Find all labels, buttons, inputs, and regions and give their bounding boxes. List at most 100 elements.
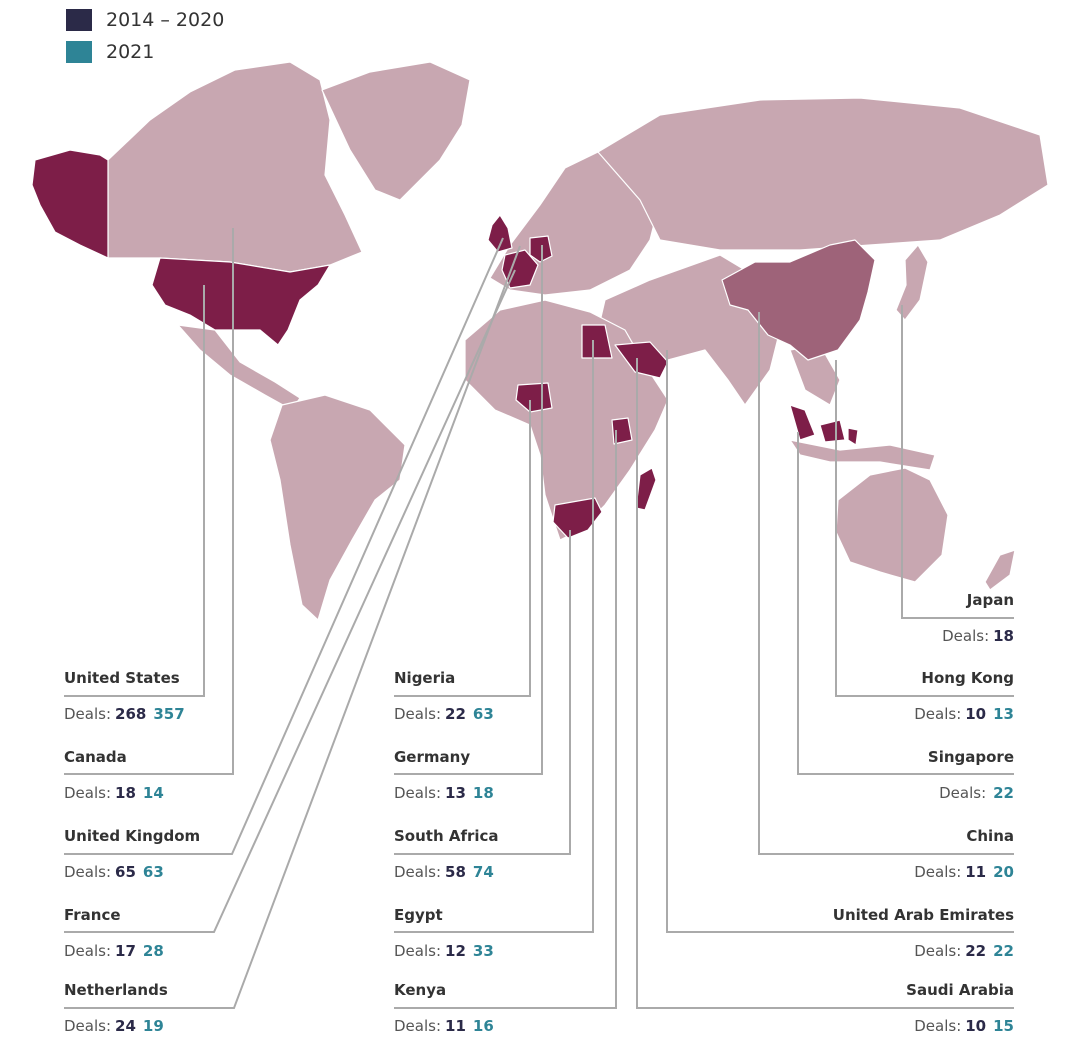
highlighted-countries <box>31 149 876 539</box>
leader-line-za <box>394 530 571 855</box>
deals-label: Deals: <box>939 784 987 802</box>
deals-label: Deals: <box>64 942 112 960</box>
country-label-united-states: United States Deals: 268 357 <box>64 668 185 724</box>
country-shape-saudi-arabia <box>614 341 669 379</box>
deals-value-period-1: 12 <box>445 942 466 960</box>
legend-swatch-period-1 <box>66 9 92 31</box>
deals-value-period-1: 11 <box>965 863 987 881</box>
country-name: Egypt <box>394 906 443 924</box>
deals-value-period-2: 16 <box>472 1017 494 1035</box>
deals-row: Deals: 12 33 <box>394 941 494 961</box>
deals-label: Deals: <box>394 784 442 802</box>
deals-label: Deals: <box>394 705 442 723</box>
country-name: Saudi Arabia <box>906 981 1014 999</box>
deals-label: Deals: <box>914 705 962 723</box>
country-name: Hong Kong <box>921 669 1014 687</box>
land-new-zealand <box>984 549 1016 591</box>
land-greenland <box>321 61 471 201</box>
country-name: Germany <box>394 748 471 766</box>
deals-row: Deals: 17 28 <box>64 941 164 961</box>
deals-row: Deals: 18 14 <box>64 783 164 803</box>
leader-line-us <box>64 285 205 697</box>
leader-line-cn <box>758 312 1014 855</box>
legend-swatch-period-2 <box>66 41 92 63</box>
deals-label: Deals: <box>394 863 442 881</box>
country-label-china: China Deals: 11 20 <box>694 826 1014 882</box>
leader-line-sg <box>797 432 1014 775</box>
deals-label: Deals: <box>942 627 990 645</box>
deals-label: Deals: <box>914 942 962 960</box>
deals-value-period-2: 63 <box>142 863 164 881</box>
leader-line-de <box>394 245 543 775</box>
land-south-america <box>269 394 406 621</box>
deals-value-period-1: 18 <box>115 784 136 802</box>
deals-row: Deals: 11 16 <box>394 1016 494 1036</box>
deals-value-period-2: 22 <box>993 942 1014 960</box>
land-indonesia <box>789 439 936 471</box>
leader-line-nl <box>64 245 521 1009</box>
country-name: China <box>966 827 1014 845</box>
country-shape-egypt <box>581 324 613 359</box>
deals-row: Deals: 22 63 <box>394 704 494 724</box>
deals-value-period-1: 18 <box>993 627 1014 645</box>
deals-value-period-1: 24 <box>115 1017 136 1035</box>
land-masses <box>107 61 1049 621</box>
deals-label: Deals: <box>64 1017 112 1035</box>
deals-value-period-1: 22 <box>965 942 987 960</box>
country-label-united-arab-emirates: United Arab Emirates Deals: 22 22 <box>694 905 1014 961</box>
country-label-canada: Canada Deals: 18 14 <box>64 747 164 803</box>
deals-value-period-2: 15 <box>993 1017 1014 1035</box>
leader-line-ca <box>64 228 234 775</box>
deals-value-period-2: 20 <box>993 863 1014 881</box>
leader-line-sa <box>636 358 1014 1009</box>
deals-row: Deals: 13 18 <box>394 783 494 803</box>
leader-line-jp <box>901 305 1014 619</box>
country-name: France <box>64 906 121 924</box>
legend-item-period-2: 2021 <box>66 36 224 68</box>
leader-line-eg <box>394 340 594 933</box>
country-name: Kenya <box>394 981 447 999</box>
deals-value-period-1: 10 <box>965 705 987 723</box>
legend-label-period-2: 2021 <box>106 41 155 63</box>
deals-row: Deals: 65 63 <box>64 862 200 882</box>
deals-value-period-2: 13 <box>993 705 1014 723</box>
country-label-hong-kong: Hong Kong Deals: 10 13 <box>694 668 1014 724</box>
country-shape-united-states <box>151 257 331 346</box>
country-label-netherlands: Netherlands Deals: 24 19 <box>64 980 168 1036</box>
deals-value-period-2: 74 <box>472 863 494 881</box>
country-label-egypt: Egypt Deals: 12 33 <box>394 905 494 961</box>
country-shape-indonesia-east <box>819 419 846 443</box>
country-shape-alaska <box>31 149 109 259</box>
country-shape-malaysia <box>789 404 816 441</box>
country-shape-philippines <box>847 427 859 446</box>
country-name: United Arab Emirates <box>832 906 1014 924</box>
country-label-united-kingdom: United Kingdom Deals: 65 63 <box>64 826 200 882</box>
legend: 2014 – 2020 2021 <box>66 4 224 68</box>
deals-value-period-2: 14 <box>142 784 164 802</box>
country-shape-madagascar <box>635 467 657 511</box>
deals-label: Deals: <box>64 784 112 802</box>
deals-row: Deals: 10 15 <box>694 1016 1014 1036</box>
country-label-south-africa: South Africa Deals: 58 74 <box>394 826 499 882</box>
country-label-nigeria: Nigeria Deals: 22 63 <box>394 668 494 724</box>
country-shape-united-kingdom <box>487 214 513 253</box>
leader-line-fr <box>64 269 516 933</box>
deals-value-period-2: 18 <box>472 784 494 802</box>
deals-value-period-2: 63 <box>472 705 494 723</box>
deals-row: Deals: 22 <box>694 783 1014 803</box>
deals-value-period-1: 58 <box>445 863 466 881</box>
deals-value-period-2: 19 <box>142 1017 164 1035</box>
deals-value-period-2: 357 <box>153 705 185 723</box>
deals-value-period-1: 268 <box>115 705 147 723</box>
leader-lines <box>64 228 1014 1009</box>
deals-value-period-1: 13 <box>445 784 466 802</box>
country-name: Canada <box>64 748 127 766</box>
legend-label-period-1: 2014 – 2020 <box>106 9 225 31</box>
country-label-singapore: Singapore Deals: 22 <box>694 747 1014 803</box>
country-shape-south-africa <box>552 497 603 539</box>
deals-label: Deals: <box>914 863 962 881</box>
deals-value-period-1: 65 <box>115 863 136 881</box>
leader-line-ae <box>666 350 1014 933</box>
deals-row: Deals: 11 20 <box>694 862 1014 882</box>
